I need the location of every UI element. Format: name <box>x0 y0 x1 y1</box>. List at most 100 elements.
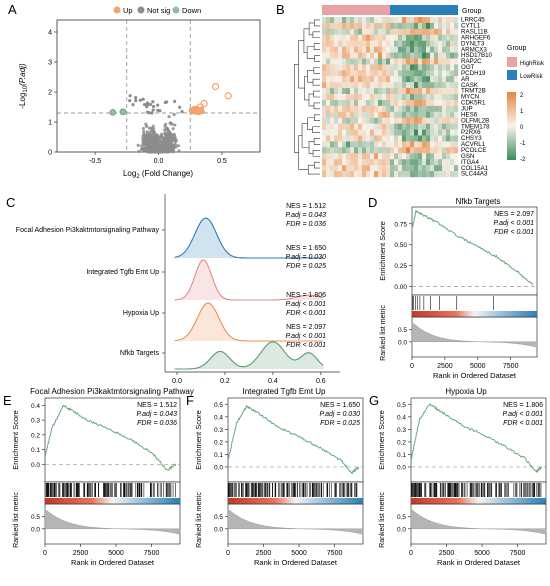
gsea-xtick-label: 2500 <box>256 550 272 557</box>
heatmap-cell <box>362 147 367 154</box>
heatmap-cell <box>450 123 455 130</box>
heatmap-cell <box>418 111 423 118</box>
gene-label-pcdh19: PCDH19 <box>461 70 486 77</box>
volcano-xlabel: Log2 (Fold Change) <box>123 169 193 180</box>
heatmap-cell <box>406 46 411 53</box>
heatmap-cell <box>370 46 375 53</box>
heatmap-cell <box>382 153 387 160</box>
ridge-stat: FDR < 0.001 <box>286 342 326 349</box>
heatmap-cell <box>370 165 375 172</box>
heatmap-cell <box>398 40 403 47</box>
heatmap-cell <box>346 76 351 83</box>
heatmap-cell <box>426 40 431 47</box>
heatmap-cell <box>370 117 375 124</box>
heatmap-cell <box>406 117 411 124</box>
heatmap-cell <box>370 159 375 166</box>
heatmap-cell <box>454 153 459 160</box>
panel-a: A Up Not sig Down -0.5 0.0 0.5 4 3 2 1 0 -Log10… <box>8 2 261 180</box>
heatmap-cell <box>406 171 411 178</box>
heatmap-cell <box>326 28 331 35</box>
heatmap-cell <box>354 141 359 148</box>
heatmap-cell <box>342 70 347 77</box>
heatmap-cell <box>346 22 351 30</box>
dendrogram-branch <box>314 114 320 122</box>
heatmap-cell <box>338 22 343 30</box>
heatmap-cell <box>442 123 447 130</box>
gsea-xtick-label: 2500 <box>73 550 89 557</box>
heatmap-cell <box>406 40 411 47</box>
heatmap-cell <box>358 117 363 124</box>
heatmap-cell <box>450 159 455 166</box>
heatmap-cell <box>374 40 379 47</box>
heatmap-cell <box>410 105 415 113</box>
gene-label-arhgef6: ARHGEF6 <box>461 34 491 41</box>
heatmap-cell <box>438 135 443 142</box>
heatmap-cell <box>362 46 367 53</box>
heatmap-cell <box>442 82 447 89</box>
heatmap-cell <box>330 129 335 136</box>
heatmap-cell <box>366 123 371 130</box>
legend-highrisk-swatch <box>507 57 517 67</box>
heatmap-cell <box>450 58 455 65</box>
heatmap-cell <box>374 135 379 142</box>
heatmap-cell <box>330 40 335 47</box>
volcano-notsig-point <box>164 122 168 126</box>
heatmap-cell <box>350 17 355 24</box>
heatmap-cell <box>406 28 411 35</box>
heatmap-cell <box>374 82 379 89</box>
heatmap-cell <box>398 135 403 142</box>
heatmap-cell <box>346 40 351 47</box>
heatmap-cell <box>378 99 383 107</box>
heatmap-cell <box>322 58 327 65</box>
heatmap-cell <box>446 153 451 160</box>
heatmap-cell <box>430 22 435 30</box>
heatmap-cell <box>398 28 403 35</box>
heatmap-cell <box>322 94 327 101</box>
heatmap-cell <box>398 129 403 136</box>
volcano-notsig-point <box>170 135 174 139</box>
heatmap-cell <box>442 141 447 148</box>
heatmap-cell <box>426 28 431 35</box>
heatmap-cell <box>358 165 363 172</box>
heatmap-cell <box>422 99 427 107</box>
gene-label-cask: CASK <box>461 82 479 89</box>
heatmap-cell <box>354 165 359 172</box>
volcano-ytick-label: 2 <box>48 90 52 97</box>
heatmap-cell <box>398 141 403 148</box>
heatmap-cell <box>334 52 339 59</box>
heatmap-cell <box>358 147 363 154</box>
volcano-notsig-point <box>173 99 177 103</box>
dendrogram-branch <box>313 67 320 74</box>
heatmap-cell <box>366 129 371 136</box>
heatmap-cell <box>410 17 415 24</box>
heatmap-cell <box>366 117 371 124</box>
heatmap-cell <box>390 58 395 65</box>
heatmap-cell <box>402 76 407 83</box>
gene-label-p2rx6: P2RX6 <box>461 129 481 136</box>
heatmap-cell <box>350 22 355 30</box>
heatmap-cell <box>446 88 451 95</box>
heatmap-cell <box>410 52 415 59</box>
heatmap-cell <box>426 141 431 148</box>
heatmap-cell <box>406 165 411 172</box>
heatmap-cell <box>358 111 363 118</box>
heatmap-cell <box>378 153 383 160</box>
rank-ylabel: Ranked list metric <box>196 492 203 548</box>
heatmap-cell <box>390 135 395 142</box>
volcano-up-point <box>211 82 220 91</box>
heatmap-cell <box>414 22 419 30</box>
heatmap-cell <box>438 82 443 89</box>
group-bar-highrisk <box>322 5 390 15</box>
heatmap-cell <box>446 28 451 35</box>
heatmap-cell <box>406 105 411 113</box>
ridge-xtick-label: 0.4 <box>268 378 278 385</box>
heatmap-cell <box>398 165 403 172</box>
heatmap-cell <box>378 141 383 148</box>
heatmap-cell <box>350 70 355 77</box>
heatmap-cell <box>366 64 371 71</box>
rank-ylabel: Ranked list metric <box>380 305 387 361</box>
heatmap-cell <box>450 34 455 41</box>
heatmap-cell <box>354 171 359 178</box>
heatmap-cell <box>354 58 359 65</box>
heatmap-cell <box>382 82 387 89</box>
